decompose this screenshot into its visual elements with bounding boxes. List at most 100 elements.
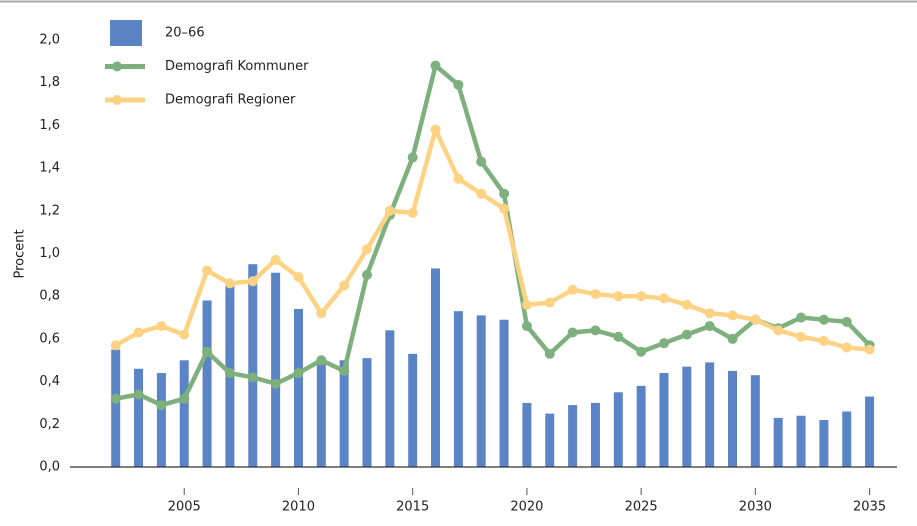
marker bbox=[544, 348, 555, 359]
y-tick-label: 0,8 bbox=[39, 289, 60, 304]
marker bbox=[430, 124, 441, 135]
marker bbox=[567, 284, 578, 295]
marker bbox=[316, 355, 327, 366]
y-tick-label: 1,4 bbox=[39, 161, 60, 176]
marker bbox=[110, 393, 121, 404]
bar bbox=[842, 411, 852, 467]
marker bbox=[613, 331, 624, 342]
marker bbox=[521, 299, 532, 310]
bar bbox=[865, 396, 875, 467]
marker bbox=[179, 393, 190, 404]
marker bbox=[636, 291, 647, 302]
bar bbox=[568, 405, 578, 467]
y-tick-label: 0,6 bbox=[39, 331, 60, 346]
marker bbox=[407, 152, 418, 163]
bar bbox=[202, 300, 212, 467]
marker bbox=[818, 314, 829, 325]
marker bbox=[773, 325, 784, 336]
marker bbox=[361, 269, 372, 280]
marker bbox=[361, 244, 372, 255]
y-tick-label: 0,4 bbox=[39, 374, 60, 389]
marker bbox=[567, 327, 578, 338]
marker bbox=[681, 329, 692, 340]
marker bbox=[750, 314, 761, 325]
bar bbox=[453, 311, 463, 467]
x-tick-label: 2030 bbox=[739, 500, 772, 515]
bar bbox=[522, 402, 532, 467]
marker bbox=[796, 312, 807, 323]
bar bbox=[134, 368, 144, 467]
marker bbox=[339, 280, 350, 291]
line bbox=[115, 63, 872, 408]
marker bbox=[476, 188, 487, 199]
marker bbox=[681, 299, 692, 310]
bar bbox=[773, 417, 783, 467]
x-tick-label: 2025 bbox=[625, 500, 658, 515]
bar bbox=[476, 315, 486, 467]
marker bbox=[247, 372, 258, 383]
marker bbox=[818, 336, 829, 347]
marker bbox=[704, 321, 715, 332]
marker bbox=[658, 338, 669, 349]
bar bbox=[293, 309, 303, 467]
bar bbox=[819, 420, 829, 467]
bar bbox=[613, 392, 623, 467]
marker bbox=[499, 188, 510, 199]
bar bbox=[728, 370, 738, 467]
marker bbox=[476, 156, 487, 167]
legend-label: Demografi Regioner bbox=[165, 93, 296, 108]
marker bbox=[384, 205, 395, 216]
bar bbox=[499, 319, 509, 467]
x-tick-label: 2020 bbox=[510, 500, 543, 515]
marker bbox=[704, 308, 715, 319]
marker bbox=[156, 321, 167, 332]
bar bbox=[796, 415, 806, 467]
bar bbox=[111, 349, 121, 467]
marker bbox=[727, 310, 738, 321]
marker bbox=[270, 378, 281, 389]
y-tick-label: 1,0 bbox=[39, 246, 60, 261]
marker bbox=[864, 344, 875, 355]
marker bbox=[247, 276, 258, 287]
marker bbox=[613, 291, 624, 302]
bar bbox=[271, 272, 281, 467]
marker bbox=[841, 316, 852, 327]
marker bbox=[224, 278, 235, 289]
bar bbox=[408, 353, 418, 467]
marker bbox=[156, 400, 167, 411]
y-tick-label: 0,0 bbox=[39, 460, 60, 475]
marker bbox=[544, 297, 555, 308]
marker bbox=[841, 342, 852, 353]
bar bbox=[705, 362, 715, 467]
bar bbox=[156, 373, 166, 467]
marker bbox=[453, 173, 464, 184]
marker bbox=[224, 368, 235, 379]
marker bbox=[636, 346, 647, 357]
marker bbox=[202, 346, 213, 357]
x-tick-label: 2010 bbox=[282, 500, 315, 515]
x-tick-label: 2015 bbox=[396, 500, 429, 515]
y-tick-label: 2,0 bbox=[39, 33, 60, 48]
legend-marker bbox=[112, 61, 122, 72]
bar bbox=[179, 360, 189, 467]
marker bbox=[270, 254, 281, 265]
bar bbox=[362, 358, 372, 467]
marker bbox=[293, 271, 304, 282]
y-tick-label: 0,2 bbox=[39, 417, 60, 432]
marker bbox=[110, 340, 121, 351]
marker bbox=[202, 265, 213, 276]
marker bbox=[727, 333, 738, 344]
marker bbox=[339, 365, 350, 376]
legend-label: 20–66 bbox=[165, 26, 205, 41]
marker bbox=[179, 329, 190, 340]
marker bbox=[590, 289, 601, 300]
bar bbox=[636, 385, 646, 467]
bar bbox=[545, 413, 555, 467]
bar bbox=[385, 330, 395, 467]
marker bbox=[133, 389, 144, 400]
bar bbox=[316, 360, 326, 467]
marker bbox=[590, 325, 601, 336]
bar bbox=[682, 366, 692, 467]
legend-marker bbox=[112, 95, 122, 105]
